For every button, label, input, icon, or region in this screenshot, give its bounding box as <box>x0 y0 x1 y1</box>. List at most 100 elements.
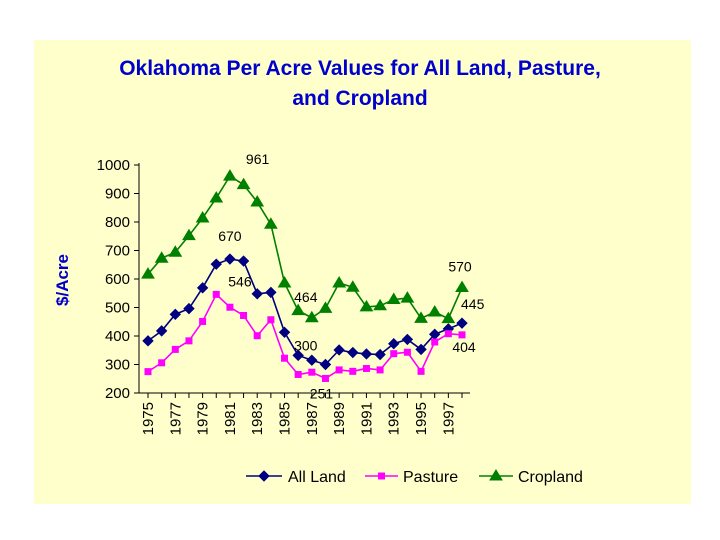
data-point-all-land <box>142 335 154 347</box>
legend-marker-pasture <box>378 472 385 480</box>
data-point-cropland <box>154 251 169 263</box>
x-tick-label: 1981 <box>222 402 239 435</box>
data-label: 570 <box>448 259 472 275</box>
data-point-all-land <box>251 288 263 300</box>
data-point-cropland <box>223 169 237 181</box>
data-point-pasture <box>376 366 384 374</box>
data-point-pasture <box>362 364 370 372</box>
data-point-pasture <box>349 367 357 375</box>
x-tick-label: 1995 <box>413 402 430 435</box>
data-point-cropland <box>236 177 251 190</box>
data-point-pasture <box>308 368 316 376</box>
data-point-cropland <box>182 228 196 241</box>
y-tick-label: 700 <box>105 243 130 260</box>
data-point-pasture <box>390 350 398 358</box>
y-tick-label: 200 <box>105 385 130 402</box>
data-point-pasture <box>199 317 207 325</box>
data-label: 251 <box>310 385 334 401</box>
data-label: 961 <box>246 151 270 167</box>
x-tick-label: 1993 <box>386 402 403 435</box>
data-point-pasture <box>431 338 439 346</box>
data-point-all-land <box>265 286 277 299</box>
y-tick-label: 400 <box>105 328 130 345</box>
data-point-all-land <box>374 348 386 361</box>
data-point-pasture <box>226 303 234 311</box>
x-tick-label: 1983 <box>249 402 266 435</box>
data-point-pasture <box>158 359 166 367</box>
data-point-cropland <box>277 276 292 288</box>
data-point-cropland <box>141 267 155 279</box>
y-tick-label: 500 <box>105 300 130 317</box>
chart-title-line-2: and Cropland <box>292 87 427 110</box>
data-point-all-land <box>155 325 168 337</box>
data-point-pasture <box>212 290 220 298</box>
data-point-cropland <box>168 245 183 257</box>
x-tick-label: 1975 <box>140 402 157 435</box>
data-point-all-land <box>169 308 182 321</box>
data-point-cropland <box>263 217 278 229</box>
data-point-cropland <box>400 291 415 303</box>
data-point-all-land <box>360 348 373 360</box>
data-point-all-land <box>333 344 345 356</box>
data-point-cropland <box>345 280 360 292</box>
x-tick-label: 1985 <box>277 402 294 435</box>
data-point-all-land <box>415 343 427 356</box>
data-point-pasture <box>294 370 302 378</box>
x-tick-label: 1977 <box>167 402 184 435</box>
data-point-pasture <box>335 366 343 374</box>
data-point-pasture <box>253 332 261 340</box>
y-tick-label: 600 <box>105 271 130 288</box>
data-label: 445 <box>461 296 485 312</box>
data-point-pasture <box>281 354 289 362</box>
legend-label-cropland: Cropland <box>518 469 583 486</box>
data-point-all-land <box>456 317 468 329</box>
plot-area: 200 300 400 500 600 700 800 900 1000 1975 1977 1979… <box>97 151 485 435</box>
data-point-cropland <box>304 310 319 323</box>
y-tick-label: 800 <box>105 214 130 231</box>
x-tick-label: 1979 <box>195 402 212 435</box>
data-point-cropland <box>427 305 442 317</box>
data-point-pasture <box>321 374 329 382</box>
data-point-pasture <box>240 311 248 319</box>
data-point-cropland <box>359 299 374 312</box>
data-point-pasture <box>444 330 452 338</box>
data-point-cropland <box>441 311 456 324</box>
y-tick-label: 1000 <box>97 157 130 174</box>
data-point-pasture <box>403 348 411 356</box>
data-point-cropland <box>386 292 401 305</box>
chart-background <box>34 40 691 504</box>
chart-title-line-1: Oklahoma Per Acre Values for All Land, P… <box>119 57 601 80</box>
data-point-all-land <box>306 354 318 366</box>
data-label: 464 <box>294 289 318 305</box>
data-point-pasture <box>458 331 466 339</box>
data-label: 546 <box>228 273 252 289</box>
data-point-all-land <box>278 326 291 339</box>
data-point-all-land <box>237 255 250 267</box>
data-label: 404 <box>452 339 476 355</box>
legend: All Land Pasture Cropland <box>246 469 583 486</box>
data-point-pasture <box>185 337 193 345</box>
data-point-pasture <box>267 316 275 324</box>
x-tick-label: 1997 <box>440 402 457 435</box>
data-point-cropland <box>332 276 347 288</box>
data-point-cropland <box>373 298 387 311</box>
y-axis-label: $/Acre <box>53 254 72 306</box>
legend-marker-all-land <box>258 470 270 482</box>
data-point-cropland <box>250 195 265 207</box>
data-label: 300 <box>294 338 318 354</box>
legend-label-all-land: All Land <box>288 469 346 486</box>
data-point-all-land <box>210 258 222 270</box>
data-point-cropland <box>291 303 306 316</box>
data-point-pasture <box>144 368 152 376</box>
x-tick-label: 1991 <box>358 402 375 435</box>
data-point-all-land <box>388 337 400 350</box>
data-point-all-land <box>319 358 332 371</box>
data-point-pasture <box>171 345 179 353</box>
data-point-pasture <box>417 367 425 375</box>
data-point-all-land <box>196 282 209 294</box>
data-point-cropland <box>195 211 210 223</box>
y-tick-label: 300 <box>105 357 130 374</box>
data-point-cropland <box>455 280 469 293</box>
data-point-all-land <box>292 349 304 362</box>
